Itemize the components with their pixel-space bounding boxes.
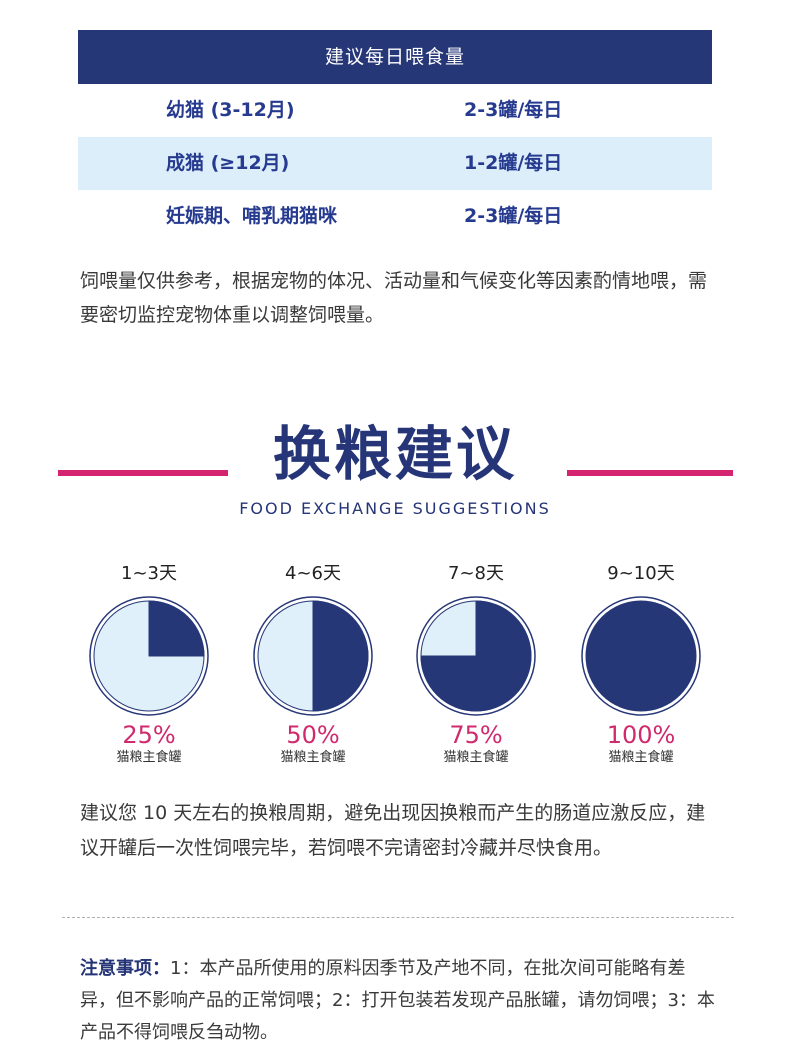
- dashed-divider: [62, 917, 734, 918]
- exchange-step: 1~3天 25% 猫粮主食罐: [74, 560, 224, 766]
- step-percent: 75%: [449, 721, 503, 749]
- feeding-note: 饲喂量仅供参考，根据宠物的体况、活动量和气候变化等因素酌情地喂，需要密切监控宠物…: [80, 270, 708, 326]
- step-pie-chart: [416, 596, 536, 716]
- step-percent: 100%: [606, 721, 676, 749]
- notes-paragraph: 注意事项：1：本产品所使用的原料因季节及产地不同，在批次间可能略有差异，但不影响…: [80, 953, 720, 1049]
- step-caption: 猫粮主食罐: [280, 750, 346, 765]
- exchange-subtitle: FOOD EXCHANGE SUGGESTIONS: [239, 499, 551, 518]
- step-days: 7~8天: [448, 563, 504, 584]
- notes-text: 1：本产品所使用的原料因季节及产地不同，在批次间可能略有差异，但不影响产品的正常…: [80, 958, 715, 1043]
- feeding-stage: 幼猫 (3-12月): [166, 99, 295, 121]
- step-percent: 50%: [286, 721, 340, 749]
- feeding-amount: 2-3罐/每日: [464, 99, 563, 121]
- pie-outline: [581, 596, 701, 716]
- pie-food-slice: [148, 600, 205, 657]
- feeding-row: 幼猫 (3-12月) 2-3罐/每日: [78, 84, 712, 137]
- feeding-amount: 2-3罐/每日: [464, 205, 563, 227]
- pie-outline: [416, 596, 536, 716]
- feeding-row: 妊娠期、哺乳期猫咪 2-3罐/每日: [78, 190, 712, 243]
- feeding-row: 成猫 (≥12月) 1-2罐/每日: [78, 137, 712, 190]
- feeding-stage: 成猫 (≥12月): [166, 152, 290, 174]
- exchange-advice: 建议您 10 天左右的换粮周期，避免出现因换粮而产生的肠道应激反应，建议开罐后一…: [80, 802, 706, 859]
- step-pie-chart: [89, 596, 209, 716]
- feeding-stage: 妊娠期、哺乳期猫咪: [166, 205, 338, 227]
- step-percent: 25%: [122, 721, 176, 749]
- feeding-table: 建议每日喂食量 幼猫 (3-12月) 2-3罐/每日 成猫 (≥12月) 1-2…: [78, 30, 712, 243]
- pie-food-slice: [586, 601, 696, 711]
- step-days: 4~6天: [285, 563, 341, 584]
- feeding-table-header: 建议每日喂食量: [78, 30, 712, 84]
- step-caption: 猫粮主食罐: [443, 750, 509, 765]
- step-pie-chart: [581, 596, 701, 716]
- step-caption: 猫粮主食罐: [608, 750, 674, 765]
- exchange-step: 7~8天 75% 猫粮主食罐: [401, 560, 551, 766]
- exchange-title: 换粮建议: [272, 420, 517, 488]
- pie-outline: [253, 596, 373, 716]
- notes-title: 注意事项：: [80, 958, 170, 979]
- exchange-step: 9~10天 100% 猫粮主食罐: [566, 560, 716, 766]
- feeding-amount: 1-2罐/每日: [464, 152, 563, 174]
- pie-food-slice: [312, 600, 369, 712]
- exchange-step: 4~6天 50% 猫粮主食罐: [238, 560, 388, 766]
- pie-food-slice: [420, 600, 532, 712]
- title-divider-right: [567, 470, 733, 476]
- title-divider-left: [58, 470, 228, 476]
- step-days: 1~3天: [121, 563, 177, 584]
- step-days: 9~10天: [607, 563, 675, 584]
- step-caption: 猫粮主食罐: [116, 750, 182, 765]
- pie-outline: [89, 596, 209, 716]
- step-pie-chart: [253, 596, 373, 716]
